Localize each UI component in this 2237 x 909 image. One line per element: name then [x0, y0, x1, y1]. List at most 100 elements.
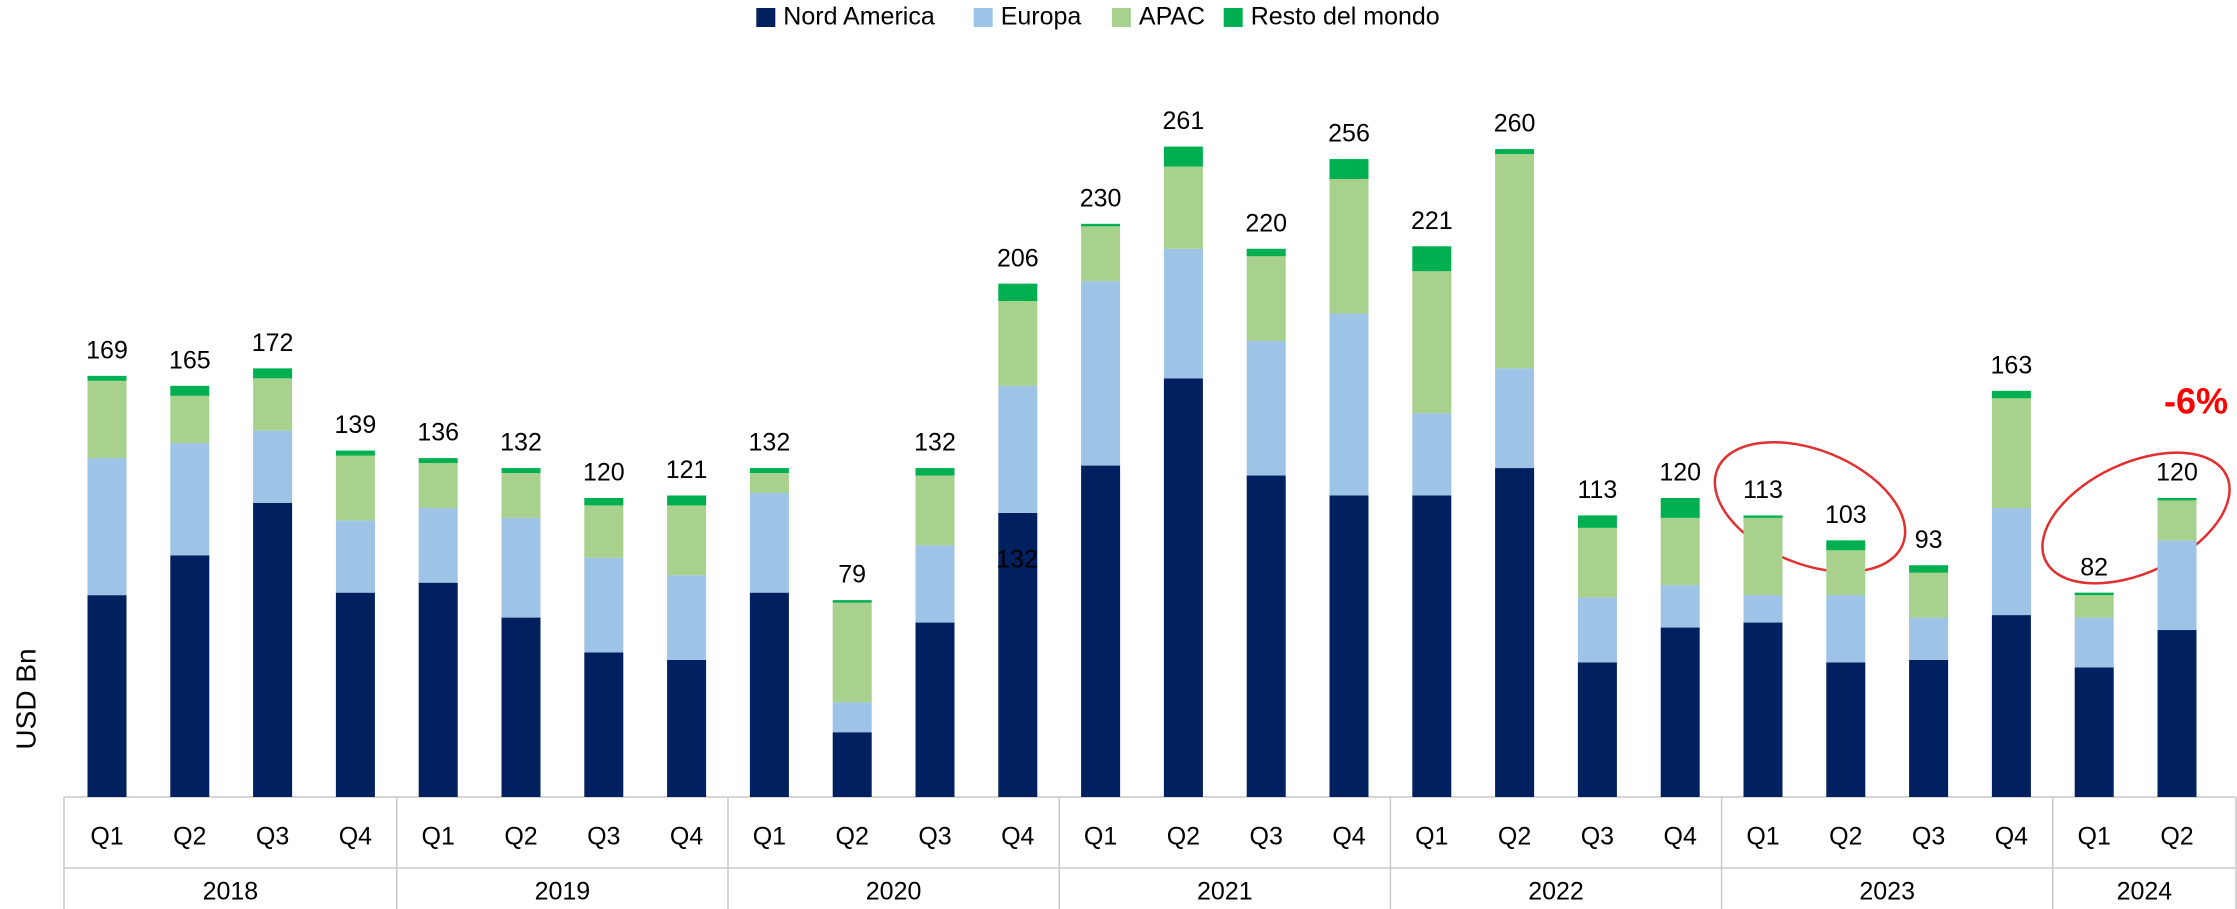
bar-segment	[584, 557, 624, 653]
bar-segment	[253, 502, 293, 797]
bar-segment	[335, 450, 375, 456]
x-tick-label: Q2	[2160, 823, 2193, 851]
bar-segment	[1743, 515, 1783, 518]
x-tick-label: Q3	[1250, 823, 1283, 851]
bar-segment	[2157, 630, 2197, 797]
bar-segment	[667, 505, 707, 576]
bar-segment	[1991, 398, 2031, 508]
total-label: 113	[1743, 476, 1783, 504]
bar-segment	[915, 545, 955, 623]
x-tick-label: Q2	[1829, 823, 1862, 851]
bar-segment	[832, 732, 872, 797]
legend-label: Resto del mondo	[1251, 3, 1440, 31]
legend-label: Nord America	[783, 3, 935, 31]
legend-label: APAC	[1139, 3, 1205, 31]
bar-segment	[1081, 226, 1121, 282]
bar-segment	[1495, 468, 1535, 797]
bar-segment	[1495, 154, 1535, 369]
bar-segment	[667, 659, 707, 797]
bar-segment	[1329, 313, 1369, 496]
total-label: 172	[252, 329, 294, 357]
total-label: 136	[417, 419, 459, 447]
total-label: 132	[500, 429, 542, 457]
bar-segment	[170, 395, 210, 444]
legend-swatch	[756, 8, 776, 27]
total-label: 221	[1411, 207, 1453, 235]
bar-segment	[1495, 368, 1535, 469]
bar-segment	[998, 512, 1038, 797]
bar-segment	[87, 380, 127, 459]
total-label: 163	[1991, 351, 2033, 379]
x-tick-label: Q3	[587, 823, 620, 851]
group-label: 2024	[2117, 878, 2173, 906]
bar-segment	[1577, 597, 1617, 663]
bar-segment	[1577, 515, 1617, 528]
x-tick-label: Q1	[422, 823, 455, 851]
bar-segment	[1081, 465, 1121, 797]
bar-segment	[1081, 223, 1121, 227]
bar-segment	[2074, 617, 2114, 668]
bar-segment	[749, 473, 789, 493]
total-label: 132	[749, 429, 791, 457]
x-tick-label: Q4	[1001, 823, 1034, 851]
x-tick-label: Q4	[1332, 823, 1365, 851]
bar-segment	[1246, 475, 1286, 797]
bar-segment	[418, 458, 458, 464]
legend-swatch	[1111, 8, 1131, 27]
bar-segment	[1660, 517, 1700, 586]
bar-segment	[335, 520, 375, 593]
bar-segment	[1577, 662, 1617, 797]
total-label: 82	[2080, 553, 2108, 581]
total-label: 79	[838, 561, 866, 589]
bar-segment	[1412, 413, 1452, 496]
x-tick-label: Q2	[1498, 823, 1531, 851]
group-label: 2021	[1197, 878, 1253, 906]
x-tick-label: Q3	[256, 823, 289, 851]
bar-segment	[501, 517, 541, 618]
total-label: 260	[1494, 110, 1536, 138]
bar-segment	[1991, 615, 2031, 797]
group-label: 2020	[866, 878, 922, 906]
x-tick-label: Q1	[90, 823, 123, 851]
x-tick-label: Q3	[918, 823, 951, 851]
x-tick-label: Q1	[1746, 823, 1779, 851]
bar-segment	[915, 468, 955, 476]
bar-segment	[2157, 540, 2197, 631]
total-label: 132	[914, 429, 956, 457]
bar-segment	[584, 505, 624, 558]
bar-segment	[170, 555, 210, 797]
bar-segment	[1246, 340, 1286, 476]
x-tick-label: Q2	[836, 823, 869, 851]
bar-segment	[1909, 659, 1949, 797]
y-axis-label: USD Bn	[10, 648, 41, 749]
legend-swatch	[973, 8, 993, 27]
bar-segment	[832, 702, 872, 733]
bar-segment	[335, 455, 375, 521]
bar-segment	[1163, 378, 1203, 797]
bar-segment	[253, 378, 293, 431]
bar-segment	[1909, 565, 1949, 573]
total-label: 103	[1825, 501, 1867, 529]
bar-segment	[87, 375, 127, 381]
x-tick-label: Q2	[504, 823, 537, 851]
total-label: 169	[86, 336, 128, 364]
x-tick-label: Q3	[1581, 823, 1614, 851]
bar-segment	[998, 283, 1038, 302]
x-tick-label: Q1	[1415, 823, 1448, 851]
total-label: 120	[2156, 459, 2198, 487]
total-label: 120	[1659, 459, 1701, 487]
bar-segment	[1743, 595, 1783, 623]
bar-segment	[1329, 159, 1369, 179]
highlight-ellipse	[1713, 440, 1907, 574]
bar-segment	[1826, 595, 1866, 663]
group-label: 2018	[203, 878, 259, 906]
bar-segment	[1412, 246, 1452, 272]
total-label: 230	[1080, 184, 1122, 212]
legend-label: Europa	[1001, 3, 1082, 31]
annotation: -6%	[2164, 381, 2228, 422]
bar-segment	[2074, 667, 2114, 797]
group-label: 2022	[1528, 878, 1584, 906]
total-label: 220	[1245, 209, 1287, 237]
bar-segment	[335, 592, 375, 797]
bar-segment	[501, 617, 541, 797]
